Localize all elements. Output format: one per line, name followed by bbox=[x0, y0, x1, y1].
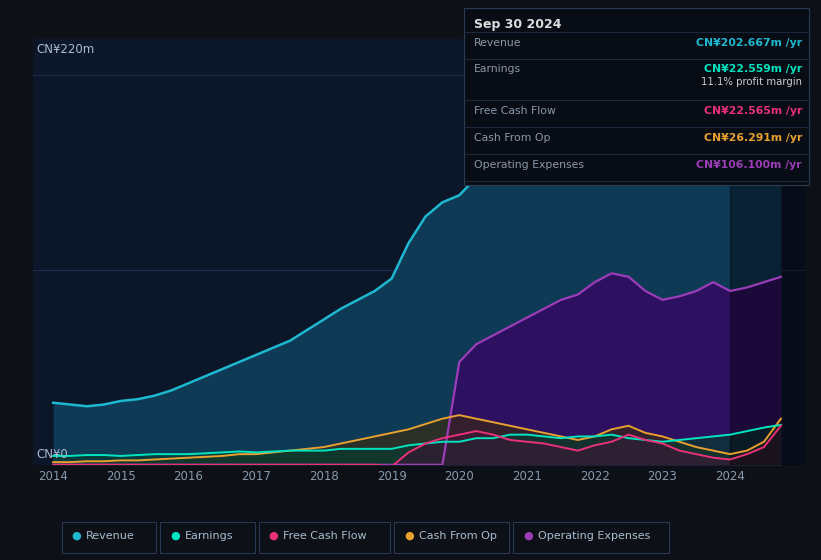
Text: CN¥22.559m /yr: CN¥22.559m /yr bbox=[704, 64, 802, 74]
Text: Operating Expenses: Operating Expenses bbox=[538, 531, 650, 541]
Text: CN¥220m: CN¥220m bbox=[37, 44, 95, 57]
Text: Operating Expenses: Operating Expenses bbox=[474, 160, 584, 170]
Text: ●: ● bbox=[404, 531, 414, 541]
Text: Revenue: Revenue bbox=[86, 531, 135, 541]
Bar bbox=[730, 39, 811, 465]
Text: Free Cash Flow: Free Cash Flow bbox=[283, 531, 367, 541]
Text: CN¥202.667m /yr: CN¥202.667m /yr bbox=[696, 38, 802, 48]
Text: Sep 30 2024: Sep 30 2024 bbox=[474, 18, 562, 31]
Text: Free Cash Flow: Free Cash Flow bbox=[474, 106, 556, 116]
Text: Earnings: Earnings bbox=[185, 531, 233, 541]
Text: 11.1% profit margin: 11.1% profit margin bbox=[701, 77, 802, 87]
Text: CN¥22.565m /yr: CN¥22.565m /yr bbox=[704, 106, 802, 116]
Text: Cash From Op: Cash From Op bbox=[419, 531, 497, 541]
Text: Revenue: Revenue bbox=[474, 38, 521, 48]
Text: ●: ● bbox=[170, 531, 180, 541]
Text: ●: ● bbox=[71, 531, 81, 541]
Text: CN¥106.100m /yr: CN¥106.100m /yr bbox=[696, 160, 802, 170]
Text: ●: ● bbox=[268, 531, 278, 541]
Text: Earnings: Earnings bbox=[474, 64, 521, 74]
Text: ●: ● bbox=[523, 531, 533, 541]
Text: CN¥26.291m /yr: CN¥26.291m /yr bbox=[704, 133, 802, 143]
Text: CN¥0: CN¥0 bbox=[37, 447, 68, 460]
Text: Cash From Op: Cash From Op bbox=[474, 133, 550, 143]
